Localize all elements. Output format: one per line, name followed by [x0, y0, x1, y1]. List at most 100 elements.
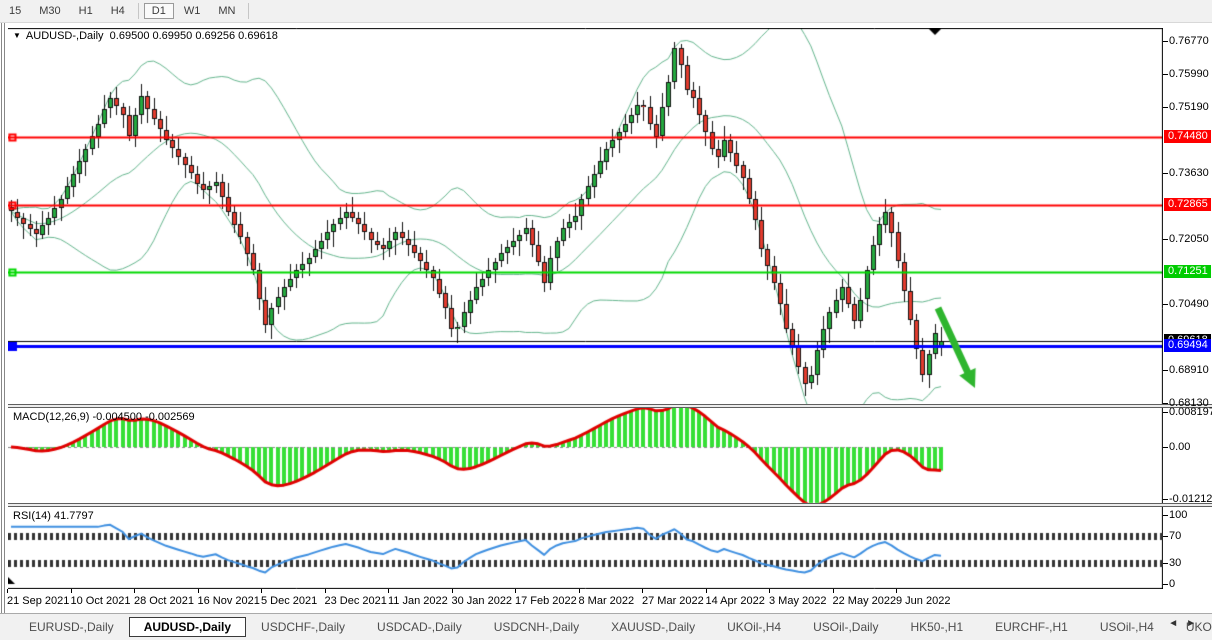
- price-axis-label: 0.75990: [1169, 67, 1209, 80]
- macd-value-signal: -0.002569: [145, 411, 195, 423]
- axis-tick: [1163, 584, 1168, 585]
- price-axis-label: 0.68130: [1169, 397, 1209, 410]
- chart-tab-ukoil[interactable]: UKOil-,H4: [727, 620, 782, 634]
- rsi-axis-label: 70: [1169, 529, 1182, 542]
- ohlc-high: 0.69950: [152, 30, 193, 42]
- chart-tab-eurchf[interactable]: EURCHF-,H1: [995, 620, 1068, 634]
- rsi-axis-label: 100: [1169, 509, 1188, 521]
- tab-scroll-left-icon[interactable]: ◄: [1168, 618, 1187, 629]
- date-tick: [705, 589, 707, 593]
- date-label: 17 Feb 2022: [515, 595, 577, 607]
- window-left-border: [1, 23, 2, 613]
- axis-tick: [1163, 515, 1168, 516]
- timeframe-toolbar: 15 M30 H1 H4 D1 W1 MN: [0, 0, 1212, 23]
- date-tick: [769, 589, 770, 593]
- axis-tick: [1163, 304, 1168, 306]
- ohlc-close: 0.69618: [238, 30, 278, 42]
- toolbar-separator: [248, 3, 250, 19]
- tab-scroll-arrows[interactable]: ◄►: [1168, 618, 1204, 629]
- date-label: 27 Mar 2022: [642, 595, 704, 607]
- price-axis-label: 0.68910: [1169, 364, 1209, 377]
- chart-tab-usoil[interactable]: USOil-,H4: [1099, 620, 1154, 634]
- timeframe-button-h4[interactable]: H4: [110, 5, 125, 17]
- macd-axis-label: 0.008197: [1169, 405, 1212, 418]
- timeframe-button-15[interactable]: 15: [9, 5, 22, 17]
- chart-tab-usdcad[interactable]: USDCAD-,Daily: [377, 620, 462, 634]
- macd-axis-label: 0.00: [1169, 441, 1191, 453]
- chart-tab-hk50[interactable]: HK50-,H1: [910, 620, 964, 634]
- date-label: 28 Oct 2021: [134, 595, 194, 607]
- chart-tab-usoil[interactable]: USOil-,Daily: [813, 620, 879, 634]
- macd-value-main: -0.004500: [92, 411, 143, 423]
- chart-tab-ukoil[interactable]: UKOil-,H4: [1185, 620, 1212, 634]
- axis-tick: [1163, 73, 1168, 75]
- ohlc-open: 0.69500: [109, 30, 150, 42]
- toolbar-separator: [137, 3, 139, 19]
- rsi-axis-label: 0: [1169, 578, 1176, 590]
- timeframe-button-d1[interactable]: D1: [143, 3, 174, 19]
- chart-tab-usdcnh[interactable]: USDCNH-,Daily: [493, 620, 580, 634]
- date-label: 5 Dec 2021: [261, 595, 318, 607]
- axis-tick: [1163, 238, 1168, 240]
- timeframe-button-m30[interactable]: M30: [39, 5, 61, 17]
- axis-tick: [1163, 447, 1168, 448]
- axis-tick: [1163, 498, 1168, 500]
- axis-tick: [1163, 411, 1168, 413]
- tab-scroll-right-icon[interactable]: ►: [1186, 618, 1204, 629]
- chart-tab-eurusd[interactable]: EURUSD-,Daily: [29, 620, 114, 634]
- timeframe-button-mn[interactable]: MN: [218, 5, 236, 17]
- date-label: 8 Mar 2022: [578, 595, 635, 607]
- date-label: 10 Oct 2021: [70, 595, 131, 607]
- date-label: 3 May 2022: [769, 595, 827, 607]
- macd-label: MACD(12,26,9) -0.004500 -0.002569: [13, 411, 195, 423]
- price-axis-label: 0.70490: [1169, 298, 1209, 311]
- axis-tick: [1163, 563, 1168, 565]
- axis-tick: [1163, 41, 1168, 42]
- date-tick: [451, 589, 453, 593]
- chart-canvas[interactable]: [8, 28, 1163, 589]
- date-label: 14 Apr 2022: [705, 595, 765, 607]
- date-label: 11 Jan 2022: [388, 595, 448, 607]
- date-label: 16 Nov 2021: [197, 595, 260, 607]
- date-tick: [324, 589, 326, 593]
- date-tick: [197, 589, 199, 593]
- date-label: 30 Jan 2022: [451, 595, 513, 607]
- price-axis-label: 0.72050: [1169, 232, 1209, 245]
- axis-tick: [1163, 535, 1168, 537]
- rsi-label: RSI(14) 41.7797: [13, 510, 94, 522]
- window-left-border-inner: [4, 23, 5, 613]
- price-axis-label: 0.73630: [1169, 166, 1209, 179]
- timeframe-button-w1[interactable]: W1: [183, 5, 201, 17]
- rsi-axis-label: 30: [1169, 557, 1182, 570]
- date-tick: [388, 589, 389, 593]
- axis-tick: [1163, 403, 1168, 405]
- symbol-label: AUDUSD-,Daily: [25, 30, 104, 42]
- date-tick: [7, 589, 8, 593]
- symbol-dropdown-icon[interactable]: ▼: [13, 31, 21, 40]
- chart-tab-audusd[interactable]: AUDUSD-,Daily: [128, 617, 247, 637]
- price-level-badge: 0.72865: [1164, 197, 1211, 211]
- chart-tab-usdchf[interactable]: USDCHF-,Daily: [261, 620, 346, 634]
- axis-tick: [1163, 107, 1168, 109]
- panel-splitter-macd-rsi[interactable]: [8, 503, 1212, 507]
- chart-title: ▼ AUDUSD-,Daily 0.69500 0.69950 0.69256 0…: [13, 30, 278, 42]
- date-tick: [70, 589, 72, 593]
- date-label: 22 May 2022: [832, 595, 897, 607]
- date-tick: [261, 589, 262, 593]
- price-axis-label: 0.76770: [1169, 35, 1209, 47]
- axis-tick: [1163, 370, 1168, 372]
- ohlc-low: 0.69256: [195, 30, 236, 42]
- date-tick: [134, 589, 135, 593]
- date-tick: [578, 589, 580, 593]
- date-tick: [832, 589, 834, 593]
- date-tick: [896, 589, 897, 593]
- date-tick: [642, 589, 643, 593]
- chart-tab-xauusd[interactable]: XAUUSD-,Daily: [611, 620, 696, 634]
- panel-splitter-main-macd[interactable]: [8, 404, 1212, 408]
- date-label: 23 Dec 2021: [324, 595, 387, 607]
- date-label: 9 Jun 2022: [896, 595, 951, 607]
- rsi-value: 41.7797: [53, 510, 94, 522]
- timeframe-button-h1[interactable]: H1: [78, 5, 93, 17]
- price-level-badge: 0.74480: [1164, 129, 1211, 143]
